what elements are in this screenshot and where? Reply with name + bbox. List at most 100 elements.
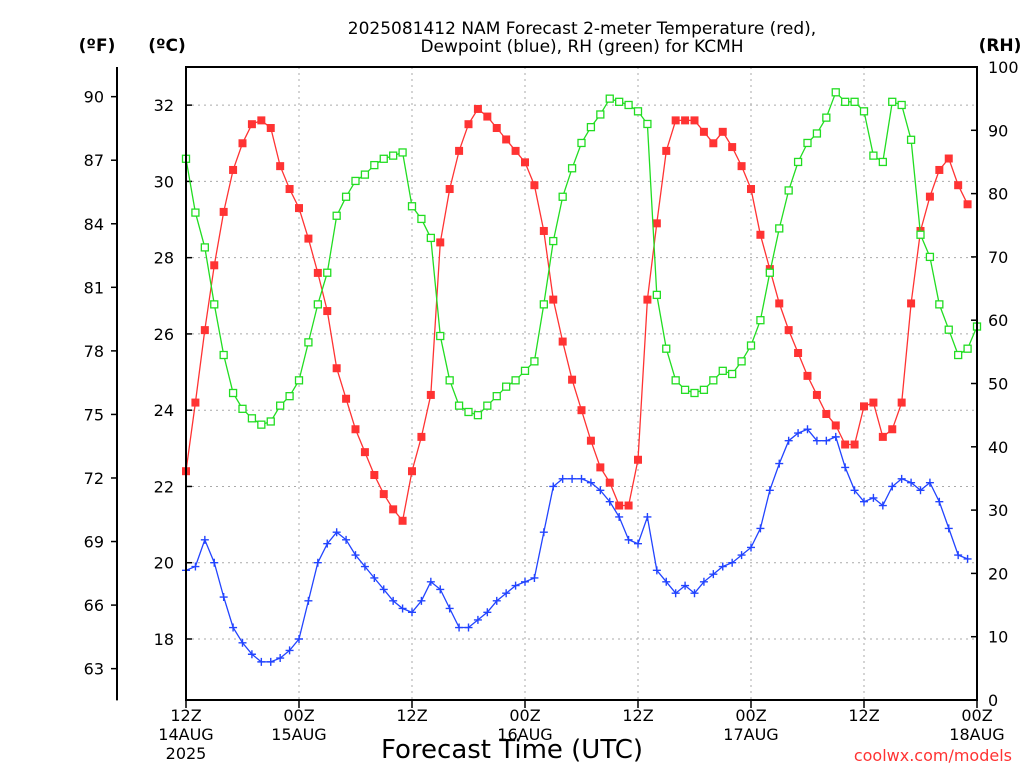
date-tick-label: 17AUG (723, 725, 778, 744)
year-tick-label: 2025 (166, 744, 207, 763)
dewpoint-point (860, 497, 868, 506)
celsius-tick-label: 22 (154, 477, 174, 496)
dewpoint-point (775, 459, 784, 468)
date-tick-label: 14AUG (158, 725, 213, 744)
dewpoint-point (398, 604, 407, 613)
rh-point (502, 382, 511, 391)
temperature-point (784, 326, 793, 335)
dewpoint-point (671, 589, 680, 598)
temperature-point (455, 146, 464, 155)
rh-point (520, 366, 530, 375)
series-rh (181, 88, 982, 429)
dewpoint-point (285, 646, 294, 655)
rh-point (332, 211, 341, 220)
grid-lines (186, 67, 977, 700)
temperature-point (728, 143, 737, 152)
dewpoint-point (521, 577, 529, 586)
rh-axis-unit: (RH) (979, 36, 1022, 56)
temperature-point (925, 192, 934, 201)
rh-point (247, 414, 257, 423)
rh-point (530, 357, 539, 366)
dewpoint-point (276, 654, 285, 663)
rh-point (878, 157, 887, 167)
rh-point (191, 208, 200, 217)
rh-point (859, 107, 869, 116)
dewpoint-point (784, 436, 793, 445)
rh-point (577, 138, 586, 148)
dewpoint-point (878, 501, 887, 510)
rh-point (699, 385, 709, 394)
rh-point (765, 268, 774, 277)
rh-point (822, 113, 831, 122)
temperature-point (878, 432, 887, 441)
temperature-point (360, 448, 369, 457)
time-tick-label: 12Z (396, 706, 427, 725)
dewpoint-point (850, 486, 859, 495)
dewpoint-point (238, 638, 247, 647)
temperature-point (492, 124, 501, 133)
celsius-axis-unit: (ºC) (148, 36, 186, 56)
dewpoint-point (812, 436, 821, 445)
temperature-point (615, 501, 624, 510)
rh-point (906, 135, 916, 144)
temperature-point (756, 230, 765, 239)
temperature-point (935, 165, 944, 174)
dewpoint-point (605, 497, 614, 506)
dewpoint-point (389, 596, 398, 605)
fahrenheit-tick-label: 75 (84, 405, 104, 424)
rh-axis: 0 10 20 30 40 50 60 70 80 90 100 (971, 58, 1019, 710)
rh-point (257, 420, 266, 429)
rh-point (652, 290, 661, 300)
dewpoint-point (699, 577, 708, 586)
rh-point (200, 243, 209, 252)
fahrenheit-axis: 63 66 69 72 75 78 81 84 87 90 (84, 67, 118, 701)
rh-point (511, 376, 520, 385)
rh-point (793, 157, 803, 167)
series-layer (181, 88, 982, 666)
rh-point (210, 300, 219, 309)
rh-point (454, 401, 464, 410)
dewpoint-point (634, 539, 642, 548)
dewpoint-point (869, 493, 878, 502)
rh-point (389, 151, 398, 160)
rh-point (370, 160, 379, 170)
dewpoint-point (558, 474, 567, 483)
dewpoint-point (897, 474, 906, 483)
rh-tick-label: 20 (988, 564, 1008, 583)
rh-point (473, 410, 483, 420)
rh-point (728, 369, 737, 379)
time-tick-label: 00Z (735, 706, 766, 725)
dewpoint-point (436, 585, 445, 594)
temperature-point (285, 185, 294, 194)
temperature-point (219, 207, 228, 216)
rh-point (398, 148, 407, 157)
rh-point (737, 357, 746, 366)
rh-point (445, 376, 454, 385)
dewpoint-point (539, 528, 548, 537)
dewpoint-point (831, 432, 840, 441)
fahrenheit-tick-label: 69 (84, 533, 104, 552)
rh-tick-label: 40 (988, 438, 1008, 457)
date-tick-label: 18AUG (949, 725, 1004, 744)
rh-tick-label: 90 (988, 121, 1008, 140)
rh-point (436, 331, 445, 341)
rh-point (492, 392, 501, 401)
rh-tick-label: 0 (988, 691, 998, 710)
celsius-tick-label: 20 (154, 554, 174, 573)
dewpoint-point (822, 436, 831, 445)
rh-point (812, 129, 822, 138)
rh-point (304, 338, 313, 347)
temperature-point (831, 421, 840, 430)
time-tick-label: 00Z (961, 706, 992, 725)
temperature-point (389, 505, 398, 514)
temperature-point (539, 226, 548, 235)
temperature-point (398, 516, 407, 525)
temperature-point (191, 398, 200, 407)
date-tick-label: 15AUG (271, 725, 326, 744)
temperature-point (257, 116, 266, 125)
temperature-point (464, 120, 473, 129)
temperature-point (436, 238, 445, 247)
series-dewpoint (182, 425, 972, 666)
rh-point (615, 97, 624, 106)
